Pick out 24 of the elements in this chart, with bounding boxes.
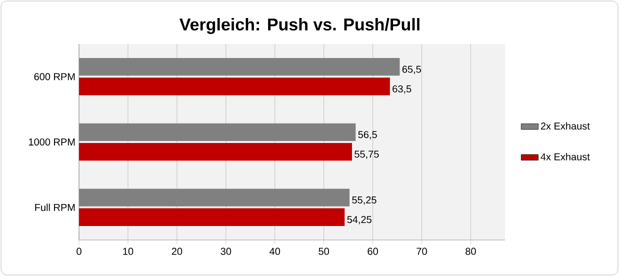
x-tick-label: 0	[76, 248, 82, 255]
legend-label: 4x Exhaust	[540, 152, 590, 160]
bar	[79, 142, 352, 161]
data-label: 65,5	[402, 66, 421, 74]
x-tick-label: 70	[416, 248, 427, 255]
y-tick-label: 1000 RPM	[29, 138, 75, 146]
bar	[79, 78, 390, 96]
data-label: 55,25	[352, 196, 376, 205]
data-label: 63,5	[392, 85, 412, 94]
x-tick-label: 80	[466, 248, 476, 255]
data-label: 55,75	[354, 150, 379, 159]
x-tick-label: 30	[220, 248, 232, 255]
y-tick-label: Full RPM	[35, 204, 75, 211]
legend-label: 2x Exhaust	[540, 122, 590, 130]
y-tick-label: 600 RPM	[34, 73, 75, 80]
data-label: 54,25	[347, 216, 372, 224]
data-label: 56,5	[358, 131, 377, 140]
x-tick-label: 60	[368, 248, 378, 255]
bar	[79, 208, 345, 226]
x-tick-label: 20	[172, 248, 182, 255]
x-tick-label: 50	[318, 248, 329, 255]
chart-title: Vergleich: Push vs. Push/Pull	[180, 18, 420, 34]
x-tick-label: 40	[270, 248, 280, 255]
x-tick-label: 10	[123, 248, 134, 255]
